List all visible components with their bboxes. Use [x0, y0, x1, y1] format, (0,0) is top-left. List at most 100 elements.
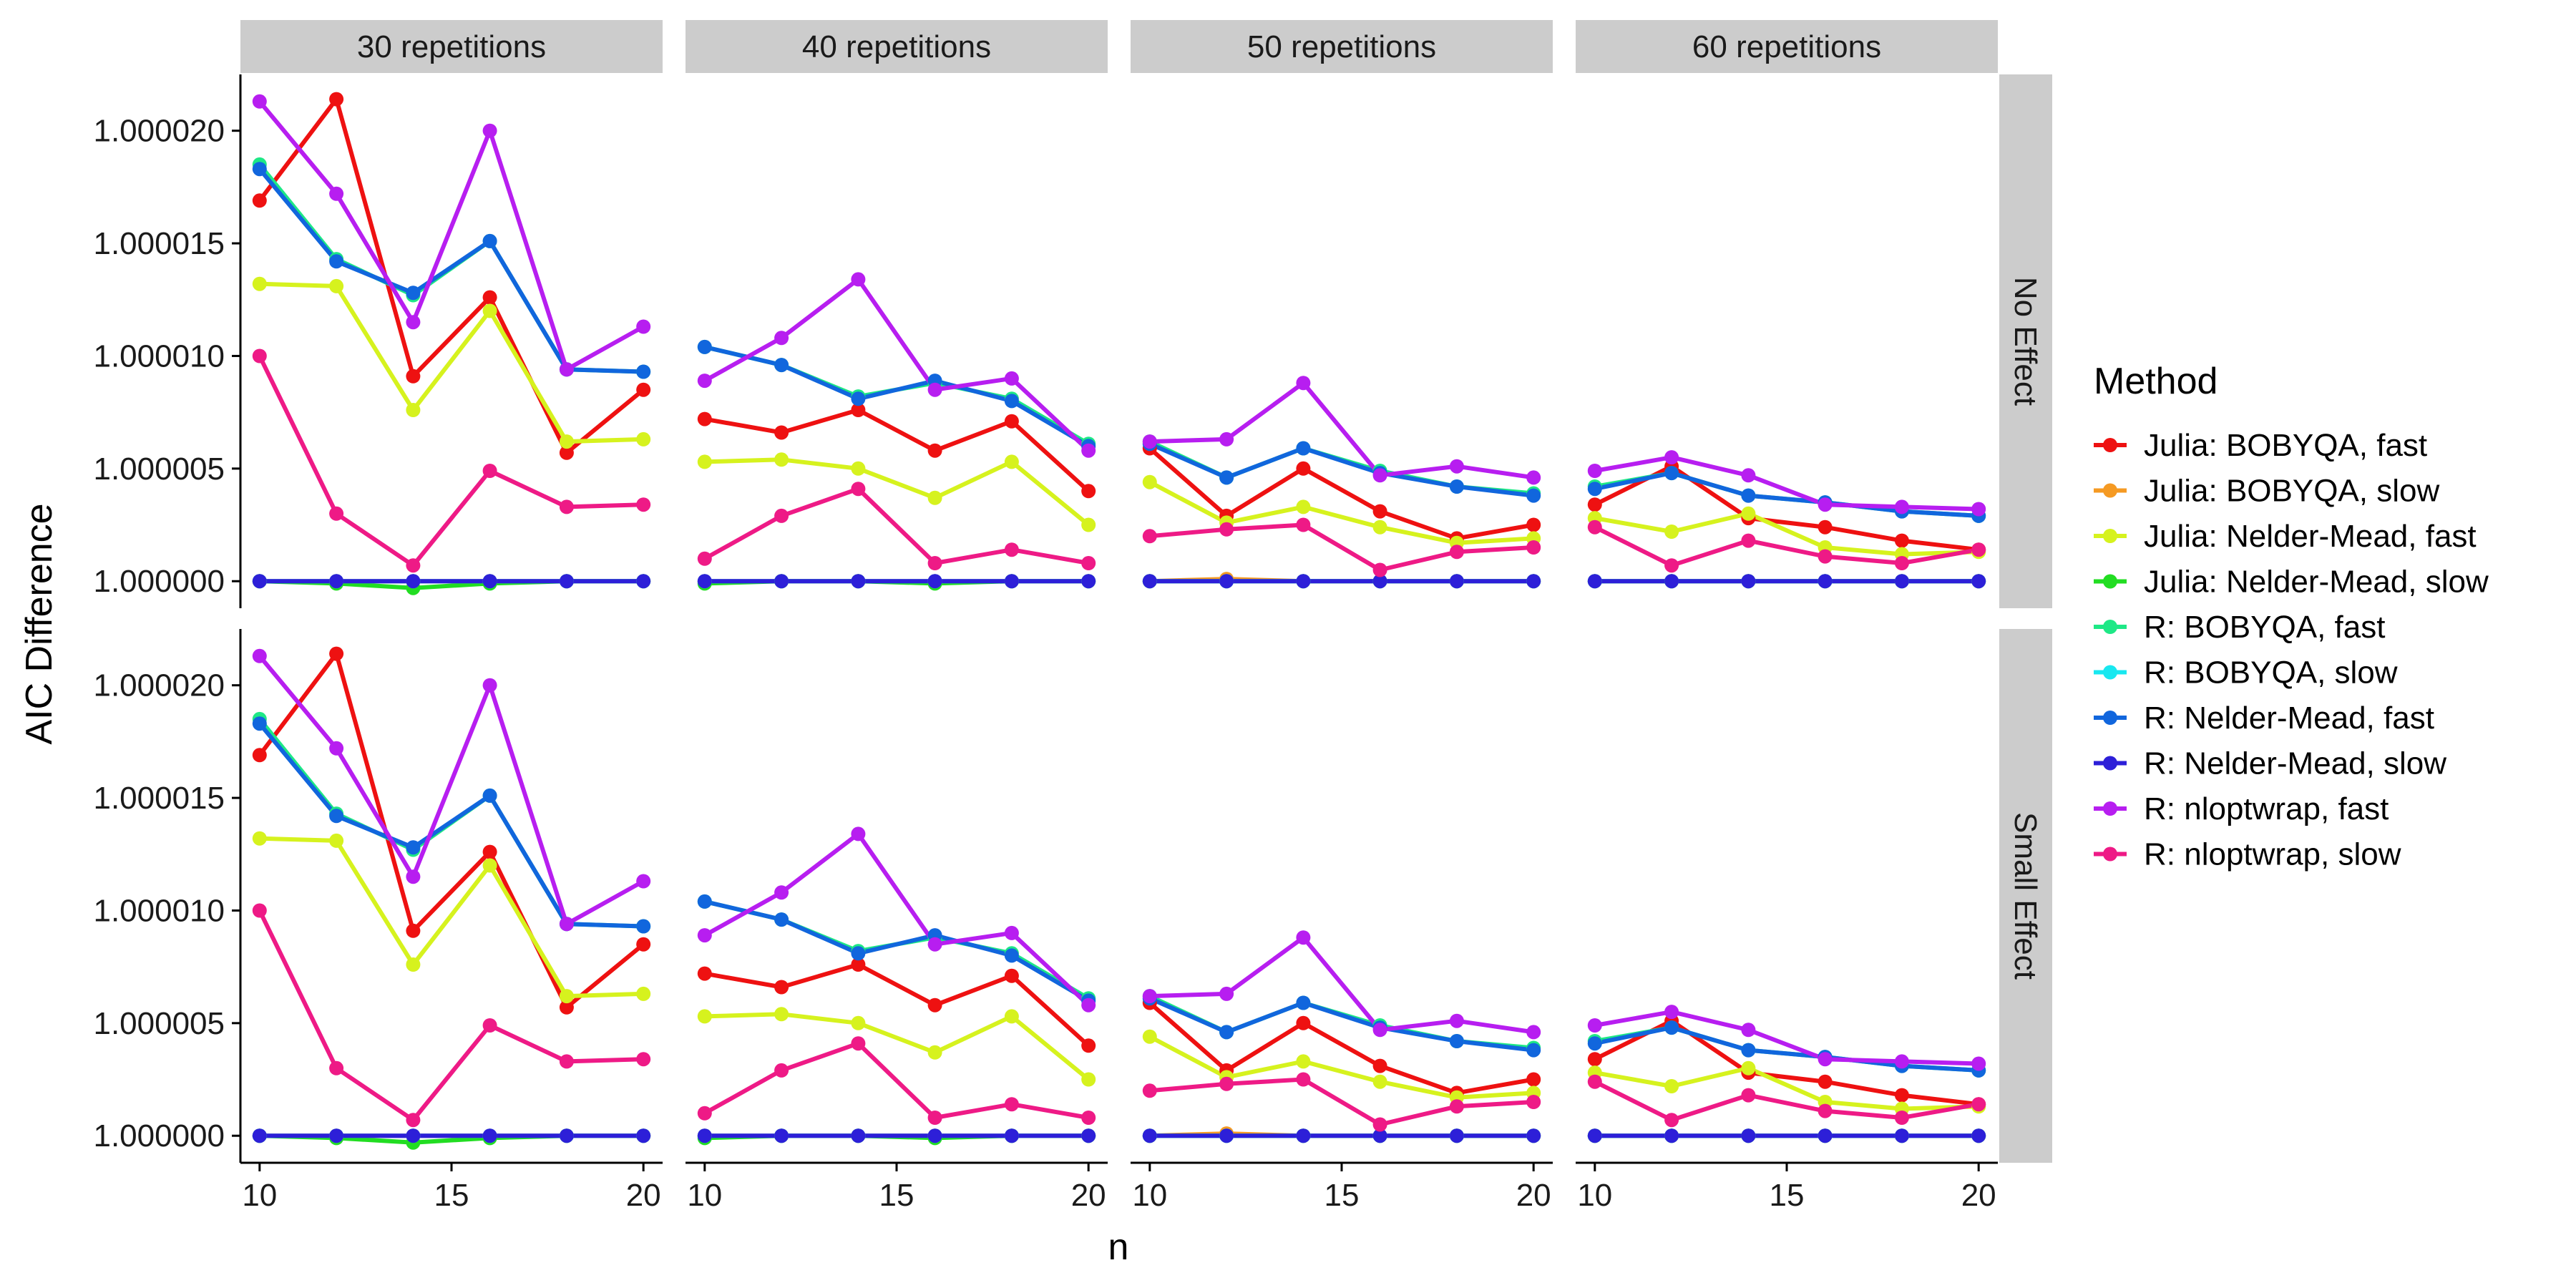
data-point [1664, 574, 1679, 589]
y-tick-label: 1.000005 [93, 452, 225, 487]
y-axis-title: AIC Difference [19, 503, 60, 744]
series-line [1149, 381, 1534, 480]
facet-strip-top [686, 20, 1108, 73]
data-point [1664, 450, 1679, 465]
y-tick-label: 1.000015 [93, 781, 225, 816]
data-point [1081, 484, 1096, 499]
data-point [1741, 1043, 1756, 1058]
series-line [704, 457, 1091, 527]
data-point [1449, 459, 1464, 474]
data-point [774, 1128, 789, 1143]
data-point [1971, 542, 1986, 557]
legend-entry-label: R: BOBYQA, slow [2144, 655, 2398, 691]
data-point [252, 831, 267, 846]
series-line [703, 487, 1089, 565]
series-line [1594, 511, 1979, 557]
data-point [1081, 574, 1096, 589]
data-point [1372, 574, 1387, 589]
data-point [329, 254, 344, 269]
data-point [1081, 1072, 1096, 1087]
data-point [1004, 454, 1019, 469]
data-point [1004, 1097, 1019, 1112]
x-tick-label: 10 [1132, 1178, 1167, 1213]
data-point [774, 425, 789, 440]
data-point [329, 92, 344, 107]
data-point [1741, 468, 1756, 483]
data-point [1971, 1128, 1986, 1143]
data-point [482, 788, 497, 803]
data-point [851, 1036, 866, 1051]
data-point [1526, 574, 1541, 589]
data-point [1526, 1128, 1541, 1143]
data-point [697, 1128, 712, 1143]
x-tick-label: 10 [242, 1178, 277, 1213]
data-point [252, 748, 267, 763]
series-line [1594, 1080, 1979, 1123]
data-point [774, 452, 789, 467]
legend-key-point [2103, 438, 2117, 452]
data-point [1449, 479, 1464, 494]
data-point [1142, 574, 1157, 589]
data-point [482, 1128, 497, 1143]
data-point [774, 574, 789, 589]
legend-entry-label: R: nloptwrap, fast [2144, 791, 2389, 826]
data-point [774, 980, 789, 995]
data-point [1449, 545, 1464, 560]
data-point [1664, 558, 1679, 573]
series-line [704, 962, 1091, 1048]
legend-entry-label: Julia: Nelder-Mead, slow [2144, 565, 2489, 600]
data-point [329, 1128, 344, 1143]
data-point [1587, 574, 1602, 589]
series-line [704, 1012, 1091, 1081]
data-point [1004, 1009, 1019, 1024]
data-point [329, 646, 344, 661]
x-tick-label: 15 [434, 1178, 469, 1213]
data-point [1971, 574, 1986, 589]
data-point [1449, 1128, 1464, 1143]
data-point [1004, 394, 1019, 409]
data-point [1664, 1113, 1679, 1128]
legend-key-point [2103, 574, 2117, 589]
data-point [406, 369, 421, 384]
data-point [1296, 517, 1311, 532]
data-point [1894, 1111, 1909, 1125]
data-point [1449, 1034, 1464, 1048]
data-point [1004, 968, 1019, 983]
facet-strip-top [1576, 20, 1998, 73]
series-line [1594, 1010, 1979, 1066]
data-point [774, 912, 789, 927]
data-point [774, 331, 789, 346]
data-point [927, 1111, 942, 1125]
data-point [252, 193, 267, 208]
series-line [1594, 1025, 1979, 1073]
data-point [1894, 556, 1909, 570]
data-point [927, 443, 942, 458]
data-point [851, 403, 866, 417]
data-point [636, 919, 651, 934]
y-tick-label: 1.000000 [93, 1118, 225, 1153]
legend-key-point [2103, 483, 2117, 498]
data-point [406, 923, 421, 938]
data-point [1372, 1023, 1387, 1038]
data-point [1372, 562, 1387, 577]
data-point [851, 272, 866, 287]
data-point [1894, 499, 1909, 514]
data-point [1142, 1083, 1157, 1098]
series-line [259, 281, 644, 444]
facet-strip-top [1131, 20, 1553, 73]
data-point [636, 937, 651, 952]
data-point [1894, 533, 1909, 548]
data-point [1219, 986, 1234, 1001]
data-point [851, 957, 866, 972]
panel [252, 646, 651, 1150]
series-line [704, 344, 1090, 448]
series-line [258, 355, 644, 568]
data-point [697, 966, 712, 981]
legend-entry-label: Julia: Nelder-Mead, fast [2144, 519, 2477, 554]
data-point [1526, 1072, 1541, 1087]
data-point [1818, 1074, 1833, 1089]
legend-entry-label: R: Nelder-Mead, fast [2144, 701, 2434, 736]
data-point [697, 1009, 712, 1024]
series-line [258, 909, 644, 1123]
data-point [851, 461, 866, 476]
